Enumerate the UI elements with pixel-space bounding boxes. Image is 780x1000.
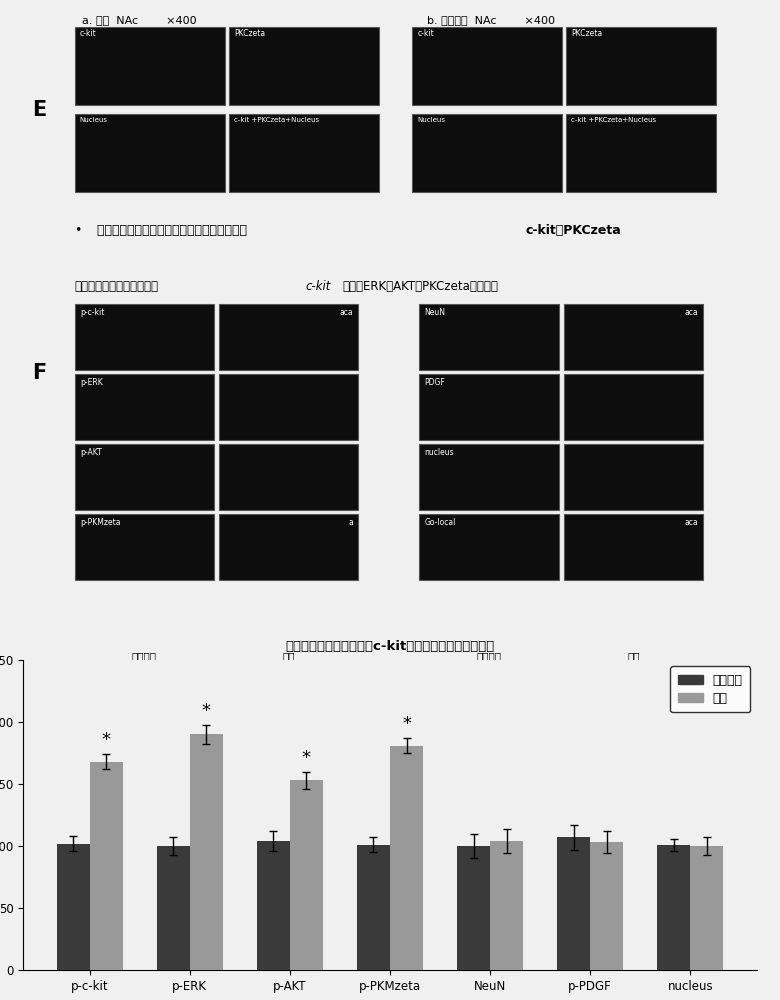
Bar — [57, 844, 90, 970]
Text: 生理盐水: 生理盐水 — [477, 651, 502, 661]
Title: 急性吗啡激活大鼠伏隔核c-kit引及下游靶分子活性变化: 急性吗啡激活大鼠伏隔核c-kit引及下游靶分子活性变化 — [285, 640, 495, 653]
Text: 于伏隔核神经元内，: 于伏隔核神经元内， — [90, 724, 152, 737]
Text: c-kit与PKCzeta: c-kit与PKCzeta — [526, 224, 622, 237]
FancyBboxPatch shape — [75, 114, 225, 192]
Text: p-ERK: p-ERK — [80, 378, 103, 387]
Legend: 生理盐水, 吗啡: 生理盐水, 吗啡 — [670, 666, 750, 712]
FancyBboxPatch shape — [75, 514, 214, 580]
Bar — [490, 841, 523, 970]
Text: aca: aca — [684, 518, 698, 527]
FancyBboxPatch shape — [75, 374, 214, 440]
Bar — [157, 846, 190, 970]
FancyBboxPatch shape — [420, 514, 558, 580]
Text: *: * — [302, 749, 311, 767]
Text: a: a — [349, 518, 353, 527]
FancyBboxPatch shape — [564, 304, 703, 370]
Text: 生理盐水: 生理盐水 — [132, 651, 157, 661]
FancyBboxPatch shape — [564, 444, 703, 510]
FancyBboxPatch shape — [75, 304, 214, 370]
Bar — [590, 842, 623, 970]
FancyBboxPatch shape — [219, 304, 359, 370]
FancyBboxPatch shape — [412, 27, 562, 105]
Text: c-kit: c-kit — [417, 29, 434, 38]
Text: •: • — [67, 677, 78, 690]
FancyBboxPatch shape — [219, 444, 359, 510]
Text: PKCzeta: PKCzeta — [571, 29, 602, 38]
Text: PKCzeta: PKCzeta — [234, 29, 265, 38]
Text: aca: aca — [684, 308, 698, 317]
Text: 吗啡: 吗啡 — [282, 651, 295, 661]
Text: *: * — [202, 702, 211, 720]
Bar — [557, 837, 590, 970]
Text: NeuN: NeuN — [424, 308, 445, 317]
Text: E: E — [32, 100, 47, 120]
Text: c-kit +PKCzeta+Nucleus: c-kit +PKCzeta+Nucleus — [571, 117, 656, 123]
Bar — [457, 846, 490, 970]
Bar — [357, 845, 390, 970]
Text: c-kit +PKCzeta+Nucleus: c-kit +PKCzeta+Nucleus — [234, 117, 319, 123]
Text: Nucleus: Nucleus — [80, 117, 108, 123]
Text: p-c-kit: p-c-kit — [80, 308, 105, 317]
FancyBboxPatch shape — [75, 27, 225, 105]
FancyBboxPatch shape — [420, 304, 558, 370]
Text: 七色免疫荧光共标显示七种关键活性分子包括 c-kit与: 七色免疫荧光共标显示七种关键活性分子包括 c-kit与 — [90, 677, 266, 690]
Bar — [90, 762, 122, 970]
Bar — [290, 780, 323, 970]
FancyBboxPatch shape — [412, 114, 562, 192]
Text: *: * — [402, 715, 411, 733]
Text: 吗啡: 吗啡 — [627, 651, 640, 661]
Text: Go-local: Go-local — [424, 518, 456, 527]
FancyBboxPatch shape — [229, 114, 379, 192]
Text: •: • — [75, 224, 90, 237]
FancyBboxPatch shape — [219, 374, 359, 440]
Text: Nucleus: Nucleus — [417, 117, 445, 123]
FancyBboxPatch shape — [420, 444, 558, 510]
Text: p-PKMzeta: p-PKMzeta — [80, 518, 120, 527]
FancyBboxPatch shape — [75, 444, 214, 510]
Text: c-kit: c-kit — [306, 280, 331, 293]
Text: 受体后ERK、AKT、PKCzeta同步活化: 受体后ERK、AKT、PKCzeta同步活化 — [342, 280, 498, 293]
Bar — [390, 746, 423, 970]
Bar — [690, 846, 723, 970]
FancyBboxPatch shape — [229, 27, 379, 105]
Text: F: F — [32, 363, 47, 383]
FancyBboxPatch shape — [566, 114, 716, 192]
FancyBboxPatch shape — [420, 374, 558, 440]
Text: PDGF活性变化不明显: PDGF活性变化不明显 — [225, 724, 310, 737]
Bar — [190, 734, 223, 970]
Bar — [658, 845, 690, 970]
FancyBboxPatch shape — [566, 27, 716, 105]
Text: *: * — [101, 731, 111, 749]
Text: aca: aca — [340, 308, 353, 317]
Text: a. 吗啡  NAc        ×400: a. 吗啡 NAc ×400 — [82, 15, 197, 25]
FancyBboxPatch shape — [219, 514, 359, 580]
Text: 免疫荧光双标显示吗啡同时激活关键信号分子: 免疫荧光双标显示吗啡同时激活关键信号分子 — [97, 224, 250, 237]
Text: 吗啡作用伏隔核神经元细胞: 吗啡作用伏隔核神经元细胞 — [75, 280, 158, 293]
Text: c-kit: c-kit — [80, 29, 97, 38]
Text: ERK、AKT、PKCzeta共激活: ERK、AKT、PKCzeta共激活 — [569, 677, 712, 690]
FancyBboxPatch shape — [564, 374, 703, 440]
FancyBboxPatch shape — [564, 514, 703, 580]
Text: p-AKT: p-AKT — [80, 448, 101, 457]
Text: nucleus: nucleus — [424, 448, 454, 457]
Text: b. 生理盐水  NAc        ×400: b. 生理盐水 NAc ×400 — [427, 15, 555, 25]
Bar — [257, 841, 290, 970]
Text: PDGF: PDGF — [424, 378, 445, 387]
